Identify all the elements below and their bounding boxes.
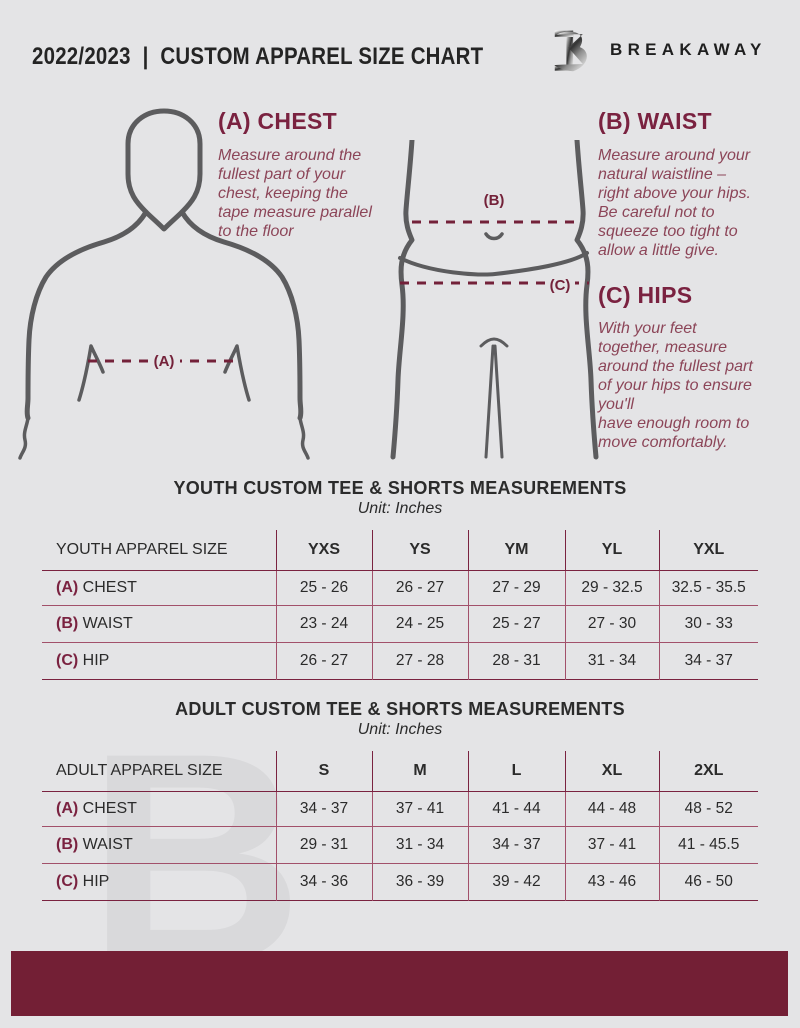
svg-text:(C): (C) bbox=[550, 277, 571, 294]
svg-text:(A): (A) bbox=[154, 353, 175, 370]
